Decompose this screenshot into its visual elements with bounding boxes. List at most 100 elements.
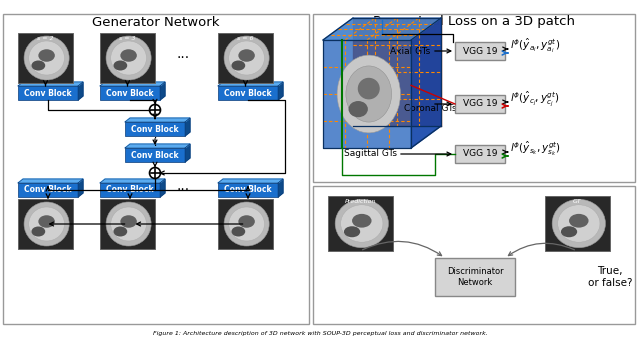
Polygon shape xyxy=(185,118,190,136)
Bar xyxy=(18,86,78,100)
Ellipse shape xyxy=(561,226,577,237)
Ellipse shape xyxy=(352,214,372,228)
Ellipse shape xyxy=(349,101,368,117)
Polygon shape xyxy=(278,179,283,197)
Ellipse shape xyxy=(552,199,605,248)
Ellipse shape xyxy=(346,66,392,122)
Polygon shape xyxy=(18,82,83,86)
Ellipse shape xyxy=(224,202,269,246)
Ellipse shape xyxy=(31,61,45,70)
Ellipse shape xyxy=(38,49,55,62)
Ellipse shape xyxy=(113,61,127,70)
Text: s = 6: s = 6 xyxy=(237,36,253,41)
Polygon shape xyxy=(160,82,165,100)
Text: Conv Block: Conv Block xyxy=(106,89,154,97)
Ellipse shape xyxy=(344,226,360,237)
Bar xyxy=(435,258,515,296)
Text: Conv Block: Conv Block xyxy=(106,185,154,195)
Bar xyxy=(323,40,411,148)
Ellipse shape xyxy=(29,207,65,241)
Polygon shape xyxy=(218,179,283,183)
Text: s = 3: s = 3 xyxy=(119,36,136,41)
Ellipse shape xyxy=(228,41,264,75)
Polygon shape xyxy=(411,18,441,148)
Ellipse shape xyxy=(224,36,269,80)
Polygon shape xyxy=(78,82,83,100)
Text: GT: GT xyxy=(573,199,582,204)
Ellipse shape xyxy=(337,55,401,133)
Bar xyxy=(3,14,309,324)
Bar xyxy=(455,95,505,113)
Text: ⋮: ⋮ xyxy=(149,137,161,147)
Bar xyxy=(455,42,505,60)
Text: ···: ··· xyxy=(177,183,189,197)
Bar xyxy=(125,122,185,136)
Ellipse shape xyxy=(569,214,589,228)
Ellipse shape xyxy=(24,36,69,80)
Bar xyxy=(313,186,635,324)
Ellipse shape xyxy=(120,49,137,62)
Text: VGG 19: VGG 19 xyxy=(463,100,497,108)
Polygon shape xyxy=(78,179,83,197)
Ellipse shape xyxy=(111,41,147,75)
Polygon shape xyxy=(185,144,190,162)
Polygon shape xyxy=(323,18,441,40)
Text: Conv Block: Conv Block xyxy=(224,185,272,195)
Bar xyxy=(455,145,505,163)
Text: $l^\phi(\hat{y}_{c_j}, y_{c_j}^{gt})$: $l^\phi(\hat{y}_{c_j}, y_{c_j}^{gt})$ xyxy=(510,89,560,109)
Text: Conv Block: Conv Block xyxy=(131,150,179,159)
Ellipse shape xyxy=(31,226,45,237)
Text: Axial GTs: Axial GTs xyxy=(390,47,430,55)
Text: Conv Block: Conv Block xyxy=(24,89,72,97)
Text: $l^\phi(\hat{y}_{a_i}, y_{a_i}^{gt})$: $l^\phi(\hat{y}_{a_i}, y_{a_i}^{gt})$ xyxy=(510,37,560,55)
Bar xyxy=(18,183,78,197)
Ellipse shape xyxy=(113,226,127,237)
Polygon shape xyxy=(100,82,165,86)
Polygon shape xyxy=(353,18,441,126)
Ellipse shape xyxy=(111,207,147,241)
Bar xyxy=(218,33,273,83)
Bar xyxy=(100,199,155,249)
Text: Conv Block: Conv Block xyxy=(24,185,72,195)
Text: VGG 19: VGG 19 xyxy=(463,47,497,55)
Ellipse shape xyxy=(335,199,388,248)
Text: Conv Block: Conv Block xyxy=(131,124,179,133)
Polygon shape xyxy=(160,179,165,197)
Ellipse shape xyxy=(106,36,151,80)
Bar xyxy=(125,148,185,162)
Text: $l^\phi(\hat{y}_{s_k}, y_{s_k}^{gt})$: $l^\phi(\hat{y}_{s_k}, y_{s_k}^{gt})$ xyxy=(510,140,561,158)
Text: Conv Block: Conv Block xyxy=(224,89,272,97)
Ellipse shape xyxy=(232,61,245,70)
Ellipse shape xyxy=(238,215,255,228)
Text: Sagittal GTs: Sagittal GTs xyxy=(344,149,397,158)
Ellipse shape xyxy=(340,205,383,242)
Bar xyxy=(18,199,73,249)
Text: VGG 19: VGG 19 xyxy=(463,149,497,158)
Ellipse shape xyxy=(232,226,245,237)
Ellipse shape xyxy=(120,215,137,228)
Polygon shape xyxy=(278,82,283,100)
Text: Figure 1: Architecture description of 3D network with SOUP-3D perceptual loss an: Figure 1: Architecture description of 3D… xyxy=(152,331,488,337)
Bar xyxy=(313,14,635,182)
Bar xyxy=(100,33,155,83)
Polygon shape xyxy=(100,179,165,183)
Ellipse shape xyxy=(228,207,264,241)
Ellipse shape xyxy=(29,41,65,75)
Polygon shape xyxy=(125,144,190,148)
Ellipse shape xyxy=(358,78,380,100)
Polygon shape xyxy=(218,82,283,86)
Ellipse shape xyxy=(24,202,69,246)
Bar xyxy=(328,196,393,251)
Polygon shape xyxy=(125,118,190,122)
Bar xyxy=(100,86,160,100)
Bar xyxy=(545,196,610,251)
Ellipse shape xyxy=(557,205,600,242)
Text: Discriminator
Network: Discriminator Network xyxy=(447,267,503,287)
Text: Perceptual Loss on a 3D patch: Perceptual Loss on a 3D patch xyxy=(373,15,575,28)
Bar xyxy=(100,183,160,197)
Text: Coronal GTs: Coronal GTs xyxy=(404,104,456,113)
Polygon shape xyxy=(18,179,83,183)
Text: True,
or false?: True, or false? xyxy=(588,266,632,288)
Text: ···: ··· xyxy=(177,51,189,65)
Bar xyxy=(218,199,273,249)
